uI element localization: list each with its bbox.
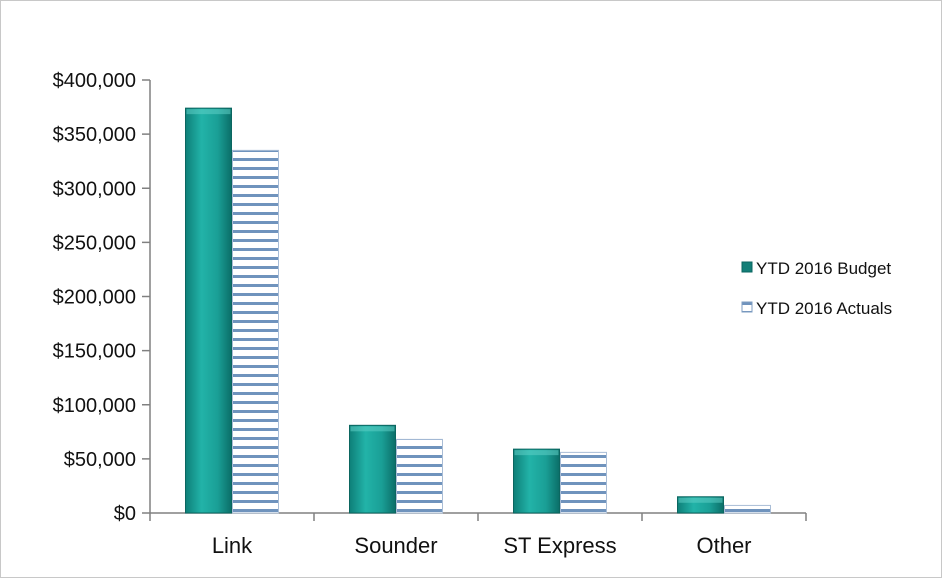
y-tick-label: $400,000: [53, 70, 136, 92]
bar-actuals-other: [724, 504, 771, 514]
bar-budget-sounder: [349, 424, 396, 514]
y-tick-label: $300,000: [53, 178, 136, 200]
bar-top-highlight: [186, 109, 231, 115]
legend-label: YTD 2016 Actuals: [756, 299, 892, 318]
bar-actuals-st-express: [560, 451, 607, 514]
x-category-label: Link: [212, 533, 253, 558]
bar-budget-st-express: [513, 448, 560, 514]
bar-top-highlight: [514, 450, 559, 456]
bar-actuals-sounder: [396, 438, 443, 514]
legend-swatch-actuals: [741, 301, 753, 313]
legend-label: YTD 2016 Budget: [756, 259, 891, 278]
tick-labels: $0 $50,000 $100,000 $150,000 $200,000 $250,00…: [53, 70, 752, 558]
y-tick-label: $200,000: [53, 287, 136, 309]
y-tick-label: $350,000: [53, 124, 136, 146]
x-category-label: Other: [696, 533, 751, 558]
bar-top-highlight: [678, 497, 723, 503]
bar-top-highlight: [350, 426, 395, 432]
y-tick-label: $100,000: [53, 395, 136, 417]
x-category-label: ST Express: [503, 533, 616, 558]
y-tick-label: $0: [114, 503, 136, 525]
y-tick-label: $50,000: [64, 449, 136, 471]
y-tick-label: $150,000: [53, 341, 136, 363]
legend: YTD 2016 Budget YTD 2016 Actuals: [741, 259, 892, 318]
bars: [185, 107, 771, 514]
x-category-label: Sounder: [354, 533, 437, 558]
bar-actuals-link: [232, 149, 279, 514]
bar-budget-link: [185, 107, 232, 514]
y-tick-label: $250,000: [53, 232, 136, 254]
legend-swatch-budget: [741, 261, 753, 273]
